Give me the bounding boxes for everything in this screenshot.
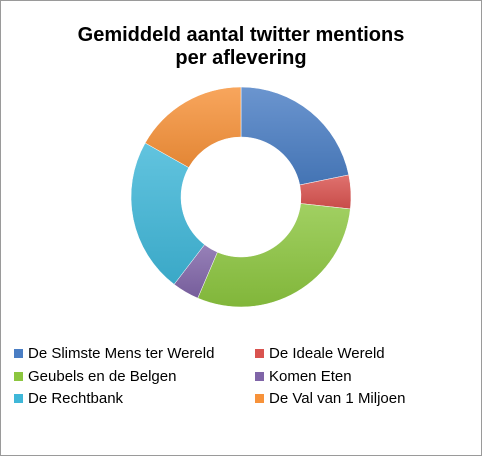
legend-label-de-val-van-1-miljoen: De Val van 1 Miljoen xyxy=(269,390,406,407)
legend-swatch-de-val-van-1-miljoen xyxy=(255,393,264,403)
legend-swatch-de-slimste-mens xyxy=(14,348,23,358)
donut-slice-de-rechtbank xyxy=(130,142,205,285)
legend-swatch-de-ideale-wereld xyxy=(255,348,264,358)
legend-label-komen-eten: Komen Eten xyxy=(269,368,352,385)
legend-swatch-de-rechtbank xyxy=(14,393,23,403)
legend-label-de-slimste-mens: De Slimste Mens ter Wereld xyxy=(28,345,215,362)
legend-item-de-val-van-1-miljoen: De Val van 1 Miljoen xyxy=(255,388,405,410)
donut-slice-geubels-en-de-belgen xyxy=(197,203,351,308)
donut-slice-de-slimste-mens-ter-wereld xyxy=(240,86,350,186)
chart-title-line-2: per aflevering xyxy=(175,47,307,69)
legend-swatch-geubels-en-de-belgen xyxy=(14,371,23,381)
chart-title-line-1: Gemiddeld aantal twitter mentions xyxy=(77,24,405,46)
legend-item-de-ideale-wereld: De Ideale Wereld xyxy=(255,343,385,365)
legend-item-geubels-en-de-belgen: Geubels en de Belgen xyxy=(14,366,176,388)
chart-title: Gemiddeld aantal twitter mentions per af… xyxy=(0,24,482,70)
legend-label-geubels-en-de-belgen: Geubels en de Belgen xyxy=(28,368,177,385)
donut-slice-de-val-van-1-miljoen xyxy=(144,86,242,168)
legend-item-de-slimste-mens: De Slimste Mens ter Wereld xyxy=(14,343,214,365)
legend-swatch-komen-eten xyxy=(255,371,264,381)
legend-label-de-rechtbank: De Rechtbank xyxy=(28,390,124,407)
legend-label-de-ideale-wereld: De Ideale Wereld xyxy=(269,345,385,362)
legend-item-de-rechtbank: De Rechtbank xyxy=(14,388,123,410)
legend-item-komen-eten: Komen Eten xyxy=(255,366,352,388)
